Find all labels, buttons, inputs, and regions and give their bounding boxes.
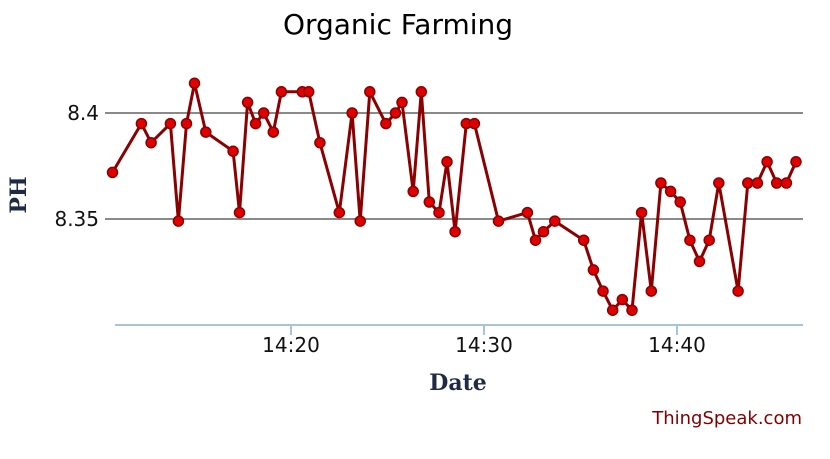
data-point[interactable] bbox=[188, 77, 201, 90]
data-point[interactable] bbox=[549, 215, 561, 227]
data-point[interactable] bbox=[346, 107, 358, 119]
data-point[interactable] bbox=[227, 145, 239, 157]
data-point[interactable] bbox=[441, 156, 453, 168]
data-point[interactable] bbox=[241, 96, 254, 109]
data-point[interactable] bbox=[664, 185, 677, 198]
data-point[interactable] bbox=[302, 86, 315, 98]
data-point[interactable] bbox=[742, 177, 754, 189]
data-point[interactable] bbox=[577, 234, 590, 246]
data-point[interactable] bbox=[616, 293, 629, 306]
data-point[interactable] bbox=[537, 225, 550, 238]
data-point[interactable] bbox=[172, 215, 185, 227]
data-point[interactable] bbox=[145, 136, 157, 149]
data-point[interactable] bbox=[655, 177, 667, 189]
data-point[interactable] bbox=[380, 117, 392, 130]
data-point[interactable] bbox=[267, 126, 280, 138]
chart-title: Organic Farming bbox=[283, 8, 513, 41]
data-point[interactable] bbox=[674, 196, 686, 208]
y-tick-label: 8.4 bbox=[67, 101, 99, 125]
data-point[interactable] bbox=[468, 117, 481, 130]
data-point[interactable] bbox=[314, 136, 326, 149]
data-point[interactable] bbox=[790, 156, 802, 168]
data-point[interactable] bbox=[529, 234, 542, 246]
x-axis-label: Date bbox=[429, 370, 487, 396]
data-point[interactable] bbox=[200, 126, 212, 138]
data-point[interactable] bbox=[761, 156, 773, 168]
data-point[interactable] bbox=[713, 177, 725, 189]
data-point[interactable] bbox=[364, 86, 376, 98]
series-line bbox=[111, 81, 798, 312]
y-axis-ticks: 8.4 8.35 bbox=[54, 101, 115, 231]
data-point[interactable] bbox=[333, 206, 346, 219]
data-point[interactable] bbox=[780, 177, 793, 189]
data-point[interactable] bbox=[423, 196, 436, 208]
gridlines bbox=[115, 112, 803, 220]
data-point[interactable] bbox=[407, 185, 419, 198]
data-point[interactable] bbox=[597, 285, 609, 297]
data-point[interactable] bbox=[164, 117, 177, 130]
data-point[interactable] bbox=[693, 255, 706, 268]
data-point[interactable] bbox=[732, 285, 744, 297]
data-point[interactable] bbox=[257, 107, 270, 119]
x-axis-ticks: 14:20 14:30 14:40 bbox=[262, 325, 706, 357]
data-point[interactable] bbox=[684, 234, 696, 246]
data-point[interactable] bbox=[751, 177, 764, 189]
data-point[interactable] bbox=[415, 86, 428, 98]
data-point[interactable] bbox=[521, 206, 534, 219]
data-point[interactable] bbox=[180, 117, 193, 130]
x-tick-label: 14:40 bbox=[648, 333, 706, 357]
y-tick-label: 8.35 bbox=[54, 207, 99, 231]
data-point[interactable] bbox=[492, 215, 505, 227]
data-point[interactable] bbox=[275, 86, 288, 98]
y-axis-label: PH bbox=[6, 176, 32, 213]
data-point[interactable] bbox=[645, 285, 658, 297]
data-point[interactable] bbox=[106, 166, 119, 179]
data-point[interactable] bbox=[354, 215, 366, 227]
data-point[interactable] bbox=[606, 304, 619, 316]
data-point[interactable] bbox=[135, 117, 148, 130]
data-point[interactable] bbox=[449, 225, 461, 238]
data-point[interactable] bbox=[389, 107, 402, 119]
data-point[interactable] bbox=[770, 177, 783, 189]
data-point[interactable] bbox=[635, 206, 648, 219]
data-point[interactable] bbox=[433, 206, 445, 219]
data-point[interactable] bbox=[396, 96, 408, 109]
data-point[interactable] bbox=[249, 117, 262, 130]
x-tick-label: 14:20 bbox=[262, 333, 320, 357]
credit-link[interactable]: ThingSpeak.com bbox=[651, 408, 802, 429]
data-point[interactable] bbox=[626, 304, 638, 316]
series-ph bbox=[106, 77, 802, 316]
data-point[interactable] bbox=[233, 206, 246, 219]
data-point[interactable] bbox=[703, 234, 715, 246]
x-tick-label: 14:30 bbox=[455, 333, 513, 357]
data-point[interactable] bbox=[587, 264, 600, 276]
